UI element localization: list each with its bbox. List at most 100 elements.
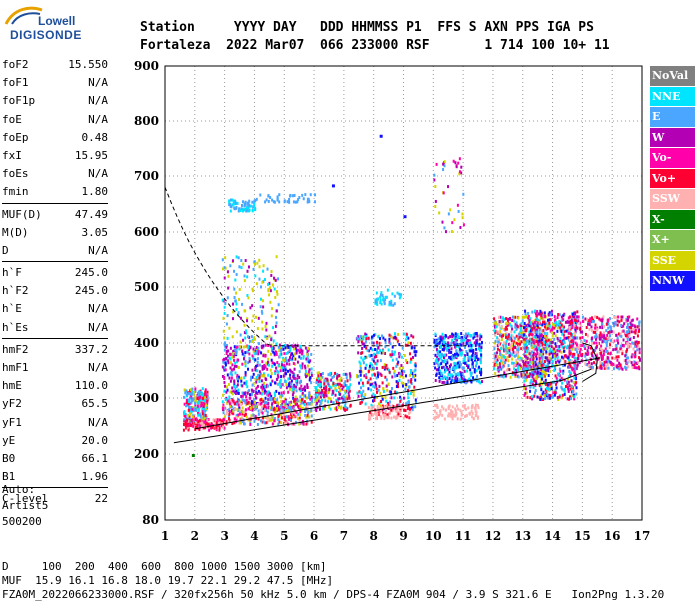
echo-point [493,354,496,358]
echo-point [538,373,541,377]
echo-point [588,365,591,369]
echo-point [189,392,192,396]
echo-point [393,350,396,354]
echo-point [620,334,623,338]
echo-point [380,291,383,295]
echo-point [253,336,256,340]
echo-point [255,364,258,368]
echo-point [534,318,537,322]
echo-point [271,422,274,426]
echo-point [294,346,297,350]
echo-point [562,371,565,375]
y-tick-label: 80 [142,513,159,527]
echo-point [199,390,202,394]
echo-point [393,302,396,306]
echo-point [568,384,571,388]
echo-point [573,334,576,338]
echo-point [184,422,187,426]
param-name: h`F2 [2,284,29,298]
param-name: yF2 [2,397,22,411]
echo-point [567,358,570,362]
echo-point [369,362,372,366]
echo-point [402,375,405,379]
echo-point [590,325,593,329]
echo-point [560,315,563,319]
echo-point [270,405,273,409]
param-row: foF2 15.550 [2,56,108,74]
echo-point [262,374,265,378]
echo-point [498,361,501,365]
echo-point [443,375,446,379]
echo-point [551,340,554,344]
echo-point [298,381,301,385]
echo-point [567,320,570,324]
echo-point [232,352,235,356]
echo-point [393,369,396,373]
echo-point [531,328,534,332]
echo-point [532,385,535,389]
echo-point [297,198,300,202]
echo-point [277,401,280,405]
echo-point [590,320,593,324]
echo-point [451,405,454,409]
echo-point [569,387,572,391]
param-name: h`E [2,302,22,316]
echo-point [384,298,387,302]
echo-point [518,363,521,367]
echo-point [457,407,460,411]
echo-point [372,384,375,388]
echo-point [298,375,301,379]
echo-point [234,391,237,395]
echo-point [236,375,239,379]
echo-point [506,337,509,341]
echo-point [306,413,309,417]
echo-point [374,383,377,387]
echo-point [578,322,581,326]
echo-point [503,371,506,375]
echo-point [540,396,543,400]
echo-point [364,340,367,344]
echo-point [570,333,573,337]
echo-point [435,357,438,361]
echo-point [287,351,290,355]
echo-point [599,360,602,364]
echo-point [591,342,594,346]
echo-point [293,422,296,426]
echo-point [225,390,228,394]
echo-point [529,357,532,361]
echo-point [230,390,233,394]
echo-point [317,383,320,387]
echo-point [587,346,590,350]
echo-point [443,370,446,374]
echo-point [243,422,246,426]
echo-point [348,389,351,393]
echo-point [615,347,618,351]
echo-point [255,197,258,201]
echo-point [287,409,290,413]
echo-point [614,322,617,326]
echo-point [544,322,547,326]
echo-point [308,368,311,372]
echo-point [361,398,364,402]
echo-point [605,329,608,333]
echo-point [238,345,241,349]
echo-point [633,365,636,369]
echo-point [411,372,414,376]
echo-point [508,346,511,350]
echo-point [532,331,535,335]
echo-point [256,349,259,353]
echo-point [536,309,539,313]
echo-point [595,333,598,337]
echo-point [561,381,564,385]
echo-point [601,322,604,326]
echo-point [415,350,418,354]
echo-point [534,311,537,315]
echo-point [231,335,234,339]
echo-point [184,413,187,417]
echo-point [384,338,387,342]
echo-point [376,409,379,413]
echo-point [252,398,255,402]
echo-point [471,362,474,366]
echo-point [346,386,349,390]
echo-point [270,346,273,350]
